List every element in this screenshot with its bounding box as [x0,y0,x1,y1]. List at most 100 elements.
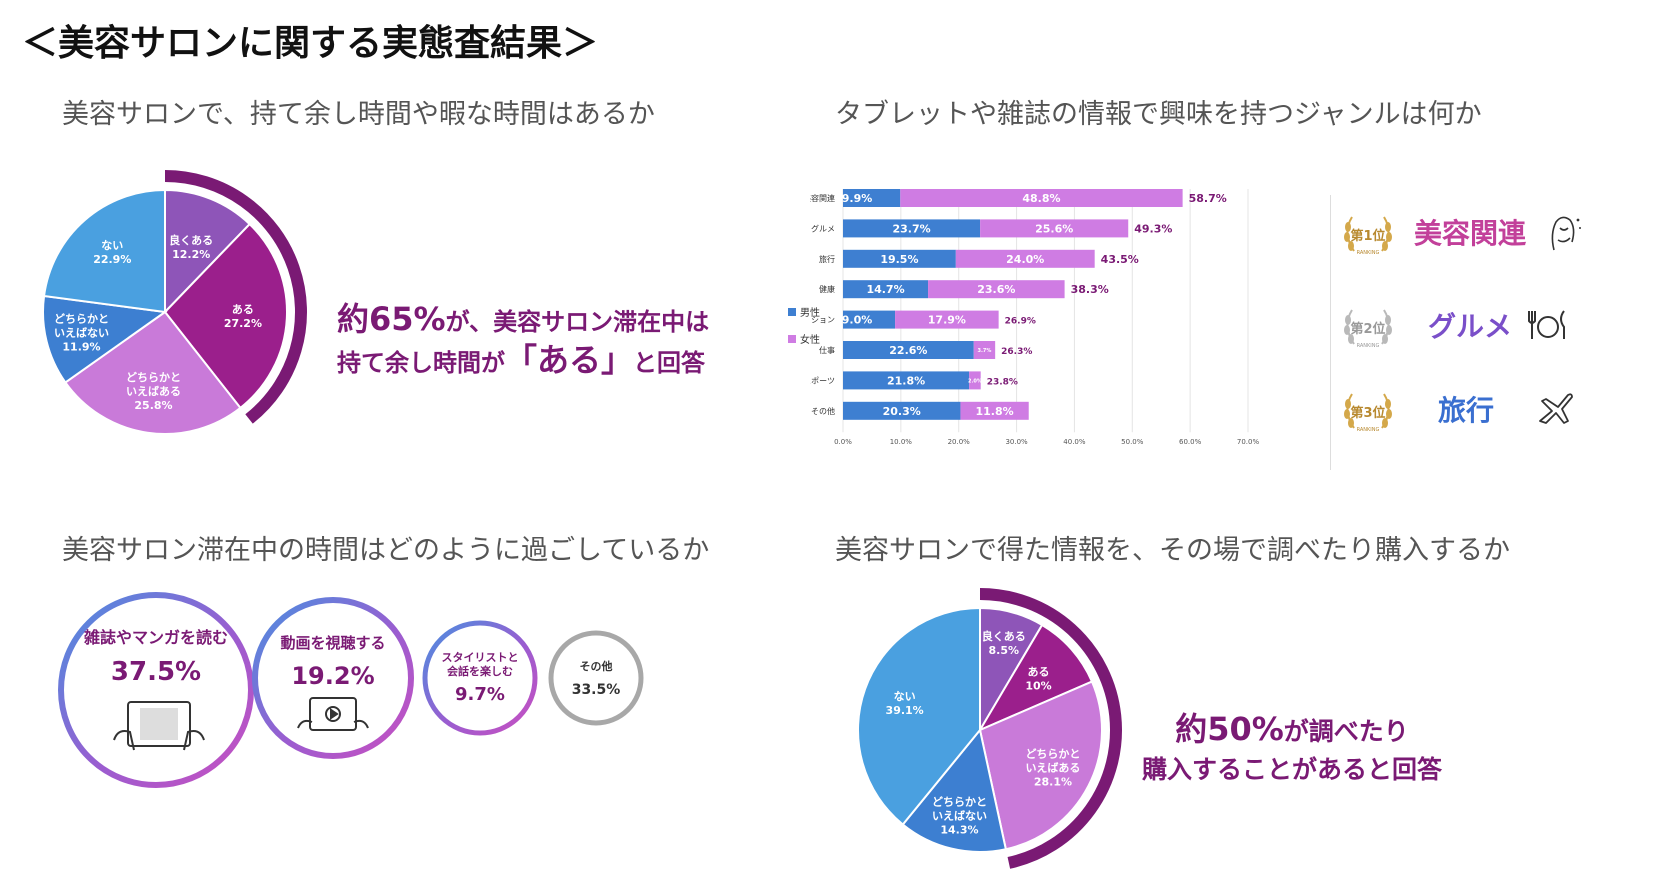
slice-value-label: 28.1% [1034,775,1072,788]
slice-category-label: どちらかと [1025,747,1080,760]
bubble-other: その他 33.5% [548,630,644,726]
category-label: 美容関連 [810,193,835,203]
bar-chart-interest-genre: 0.0% 10.0% 20.0% 30.0% 40.0% 50.0% 60.0% 70.0% 美… [810,189,1259,446]
legend-item-male: 男性 [788,304,820,319]
bar-female [900,189,1183,207]
pie-slice [42,294,168,384]
category-label: 仕事 [819,345,835,355]
slice-value-label: 8.5% [988,644,1019,657]
callout-percent: 約50% [1175,710,1284,748]
callout-purchase-result: 約50%が調べたり 購入することがあると回答 [1142,710,1442,789]
pie-slice [163,222,288,410]
slice-category-label: どちらかと [54,313,109,326]
woman-beauty-icon [1551,216,1582,251]
slice-category-label: いえばある [126,384,181,398]
ranking-caption: RANKING [1357,427,1380,433]
slice-value-label: 10% [1025,679,1051,692]
ranking-label-3: 旅行 [1438,394,1495,427]
ranking-item-3: 第3位 RANKING 旅行 [1338,382,1578,436]
pie-slice [978,680,1103,851]
slice-value-label: 11.9% [62,341,100,354]
highlight-arc [979,588,1122,869]
ranking-label-2: グルメ [1428,310,1513,343]
bar-female [960,401,1029,420]
bar-value-label: 9.0% [842,314,873,327]
x-tick-label: 60.0% [1179,438,1202,446]
ranking-item-1: 第1位 RANKING 美容関連 [1338,205,1584,259]
slice-category-label: どちらかと [932,796,987,809]
callout-text: 購入することがあると回答 [1142,755,1443,784]
bar-value-label: 19.5% [880,253,918,266]
slice-value-label: 22.9% [93,253,131,266]
slice-category-label: ない [101,239,123,252]
bar-value-label: 22.6% [889,344,927,357]
bar-male [843,341,974,359]
bar-female [973,341,996,359]
x-tick-label: 50.0% [1121,438,1144,446]
bar-value-label: 21.8% [887,374,925,387]
pie-slice [977,623,1094,733]
bubble-value: 9.7% [455,684,505,705]
pie-slice [857,606,981,826]
bar-value-label: 14.7% [866,283,904,296]
slice-value-label: 27.2% [224,317,262,330]
bar-total-label: 43.5% [1101,253,1139,266]
bubble-read-magazines: 雑誌やマンガを読む 37.5% [58,592,254,788]
slice-value-label: 39.1% [886,704,924,717]
slice-category-label: どちらかと [126,371,181,384]
highlight-arc [164,170,307,424]
pie-chart-leisure-time: 良くある12.2%ある27.2%どちらかといえばある25.8%どちらかといえばな… [42,170,307,435]
laurel-badge-silver-icon: 第2位 RANKING [1344,309,1392,349]
ranking-caption: RANKING [1357,250,1380,256]
slice-value-label: 25.8% [134,399,172,412]
bar-female [980,219,1129,238]
fork-knife-plate-icon [1528,310,1566,339]
pie-slice [42,188,166,314]
bar-female [895,310,999,329]
x-tick-label: 40.0% [1063,438,1086,446]
airplane-icon [1539,393,1573,424]
bar-value-label: 24.0% [1006,253,1044,266]
bar-value-label: 20.3% [883,405,921,418]
rank-number-text: 第1位 [1350,228,1385,244]
bubble-label: その他 [580,659,613,673]
callout-text: 持て余し時間が [337,349,505,377]
bubble-label: 会話を楽しむ [447,664,513,678]
bubble-label: 動画を視聴する [280,634,385,652]
bar-value-label: 3.7% [978,348,992,354]
laurel-badge-gold-icon: 第1位 RANKING [1344,216,1392,256]
bar-male [843,371,970,390]
pie-slice [901,727,1008,853]
section-title-interest-genre: タブレットや雑誌の情報で興味を持つジャンルは何か [835,99,1482,130]
pie-slice [64,310,242,435]
section-title-leisure-time: 美容サロンで、持て余し時間や暇な時間はあるか [62,99,655,130]
bar-value-label: 9.9% [842,192,873,205]
bubble-label: スタイリストと [442,651,519,664]
x-tick-label: 10.0% [890,438,913,446]
slice-category-label: ある [1028,665,1050,678]
callout-text: が調べたり [1283,717,1409,746]
bubble-watch-video: 動画を視聴する 19.2% [252,597,414,759]
slice-value-label: 12.2% [172,248,210,261]
rank-number-text: 第3位 [1350,405,1385,421]
ranking-divider [1330,195,1331,470]
category-label: スポーツ [810,376,835,385]
legend-label-female: 女性 [800,335,820,346]
bar-total-label: 26.3% [1001,347,1032,357]
slice-category-label: 良くある [169,233,213,247]
bar-total-label: 58.7% [1189,192,1227,205]
category-label: その他 [811,406,835,416]
slice-category-label: いえばない [932,809,987,823]
callout-text: が、美容サロン滞在中は [445,308,710,336]
chart-legend: 男性 女性 [788,304,820,358]
bar-value-label: 17.9% [928,314,966,327]
callout-emphasis: 「ある」 [505,341,634,379]
bubble-value: 37.5% [111,657,201,687]
callout-leisure-result: 約65%が、美容サロン滞在中は 持て余し時間が「ある」と回答 [337,300,709,382]
bar-value-label: 23.6% [977,283,1015,296]
bar-male [843,280,929,299]
legend-label-male: 男性 [800,308,820,319]
bar-value-label: 23.7% [892,222,930,235]
bar-total-label: 49.3% [1134,222,1172,235]
slice-category-label: いえばある [1025,760,1080,774]
